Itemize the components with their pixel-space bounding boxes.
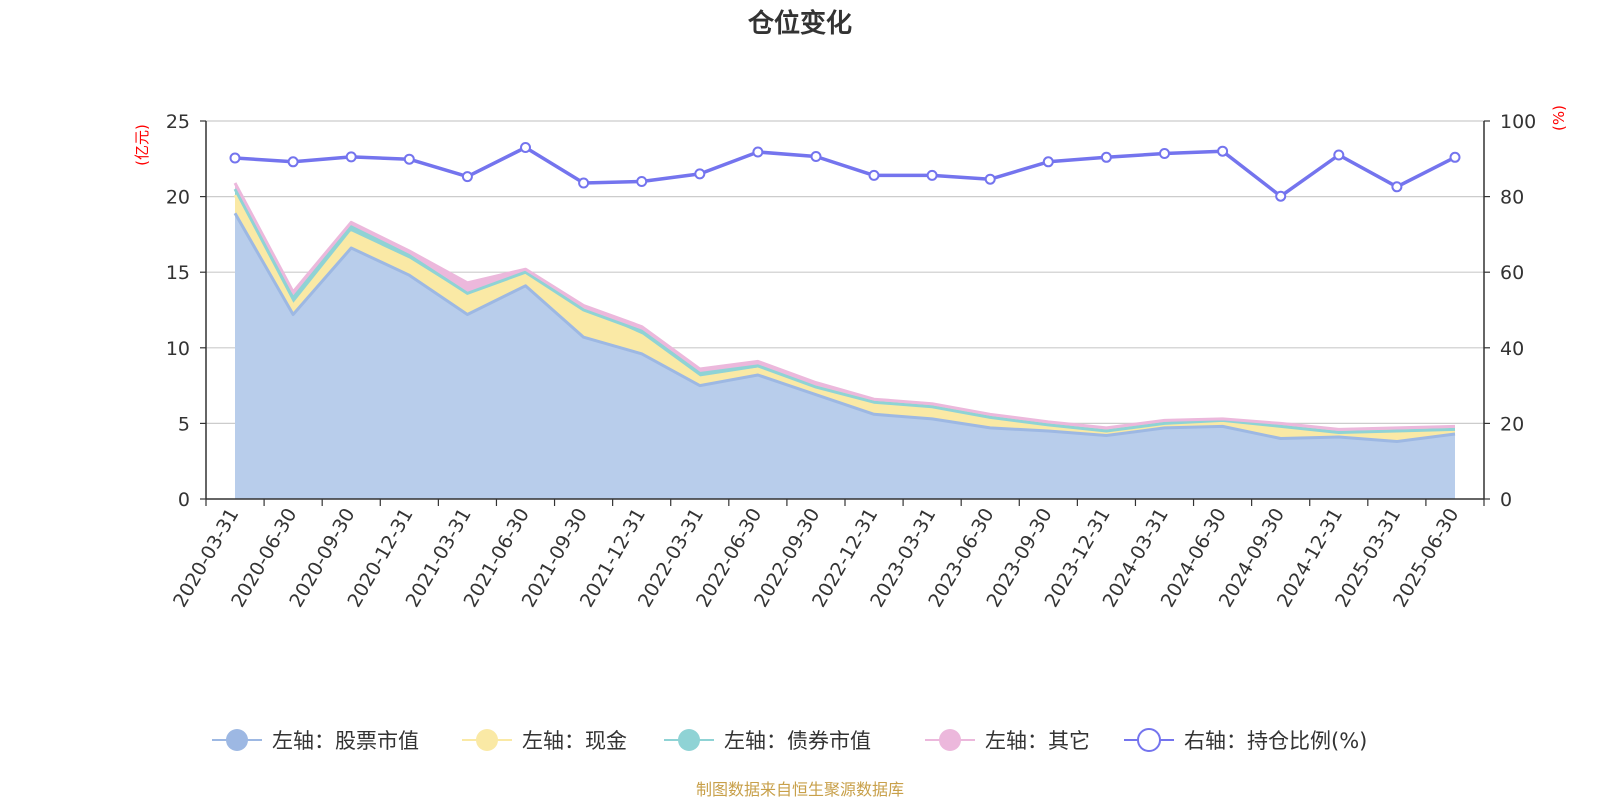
left-axis-tick-label: 15 <box>166 262 190 284</box>
ratio-point <box>1100 151 1112 163</box>
legend-marker <box>476 729 498 751</box>
ratio-point <box>810 151 822 162</box>
ratio-point <box>578 177 590 189</box>
stacked-areas <box>233 182 1456 499</box>
legend-marker <box>678 729 700 751</box>
ratio-point <box>1333 149 1345 161</box>
legend-marker <box>1137 728 1161 752</box>
ratio-point <box>984 173 996 185</box>
legend-marker <box>939 729 961 751</box>
ratio-point <box>694 168 706 180</box>
ratio-point <box>229 152 241 164</box>
chart-title: 仓位变化 <box>747 8 852 39</box>
legend-label: 左轴：其它 <box>985 729 1090 753</box>
left-axis-tick-label: 20 <box>166 187 190 209</box>
left-axis-unit: (亿元) <box>133 124 151 166</box>
ratio-point <box>520 142 531 153</box>
ratio-point <box>1042 156 1054 168</box>
ratio-point <box>345 151 357 163</box>
right-axis-tick-label: 60 <box>1500 262 1524 284</box>
right-axis-tick-label: 20 <box>1500 413 1524 435</box>
legend-marker <box>226 729 248 751</box>
ratio-point <box>636 176 648 187</box>
stock-value-area <box>235 213 1455 499</box>
ratio-point <box>926 169 938 181</box>
ratio-point <box>461 171 473 183</box>
legend: 左轴：股票市值 左轴：现金 左轴：债券市值 左轴：其它 右轴：持仓比例(%) <box>212 728 1367 753</box>
other-line <box>233 182 1456 431</box>
right-axis-tick-label: 40 <box>1500 338 1524 360</box>
ratio-line <box>234 145 1456 198</box>
source-note: 制图数据来自恒生聚源数据库 <box>696 780 904 799</box>
legend-label: 左轴：债券市值 <box>724 729 871 753</box>
right-axis-tick-label: 0 <box>1500 489 1512 511</box>
ratio-point <box>287 156 299 168</box>
ratio-point <box>1275 190 1287 202</box>
ratio-point <box>1217 145 1229 157</box>
left-axis-tick-label: 0 <box>178 489 190 511</box>
right-axis-tick-label: 80 <box>1500 187 1524 209</box>
ratio-point <box>868 169 880 181</box>
ratio-line-series <box>229 142 1461 202</box>
right-axis-unit: (%) <box>1550 105 1568 131</box>
ratio-point <box>752 146 764 158</box>
stock-value-line <box>233 212 1456 443</box>
bond-value-line <box>233 188 1456 434</box>
ratio-point <box>1449 151 1461 163</box>
left-axis-tick-label: 10 <box>166 338 190 360</box>
ratio-point <box>403 153 415 165</box>
ratio-point <box>1159 148 1170 159</box>
right-axis-tick-label: 100 <box>1500 111 1536 133</box>
legend-label: 右轴：持仓比例(%) <box>1184 729 1367 753</box>
left-axis-tick-label: 5 <box>178 413 190 435</box>
legend-label: 左轴：现金 <box>522 729 627 753</box>
legend-label: 左轴：股票市值 <box>272 729 419 753</box>
ratio-point <box>1391 181 1403 193</box>
left-axis-tick-label: 25 <box>166 111 190 133</box>
